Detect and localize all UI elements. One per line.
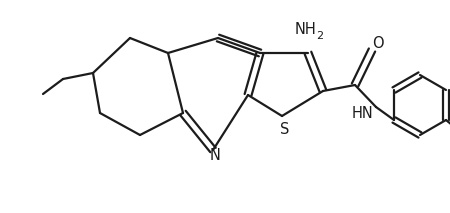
Text: N: N <box>210 147 220 163</box>
Text: O: O <box>372 36 384 50</box>
Text: S: S <box>280 121 290 137</box>
Text: 2: 2 <box>316 31 323 41</box>
Text: NH: NH <box>295 22 317 37</box>
Text: HN: HN <box>352 105 374 121</box>
